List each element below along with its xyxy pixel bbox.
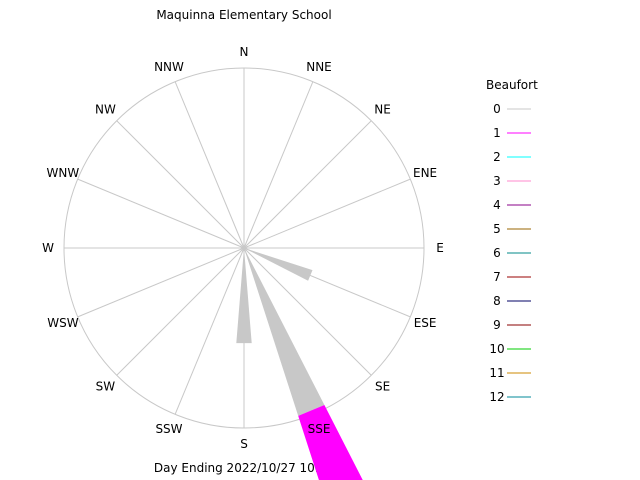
spoke-ssw [174,247,245,415]
legend-label-4: 4 [493,198,501,212]
polar-grid [63,67,425,429]
direction-labels: N NNE NE ENE E ESE SE SSE S SSW SW WSW W WNW NW NNW [42,45,444,451]
spoke-sw [116,247,245,376]
direction-label-se: SE [375,380,390,394]
direction-label-nnw: NNW [154,60,184,74]
direction-label-wsw: WSW [47,316,78,330]
legend-label-7: 7 [493,270,501,284]
petal-ese-beaufort-0 [244,248,313,281]
direction-label-ese: ESE [414,316,437,330]
chart-subtitle: Day Ending 2022/10/27 10:31 [154,461,334,475]
direction-label-n: N [240,45,249,59]
spoke-nnw [174,81,245,249]
legend-label-5: 5 [493,222,501,236]
legend-label-2: 2 [493,150,501,164]
direction-label-sw: SW [96,380,116,394]
direction-label-w: W [42,241,54,255]
legend-label-8: 8 [493,294,501,308]
legend-label-10: 10 [489,342,504,356]
direction-label-e: E [436,241,444,255]
spoke-nw [116,120,245,249]
direction-label-wnw: WNW [47,166,80,180]
wind-petals [236,248,363,480]
legend-label-6: 6 [493,246,501,260]
direction-label-sse: SSE [308,422,331,436]
legend-label-11: 11 [489,366,504,380]
spoke-nne [243,81,314,249]
legend-title: Beaufort [486,78,538,92]
legend-label-0: 0 [493,102,501,116]
legend-label-1: 1 [493,126,501,140]
chart-title: Maquinna Elementary School [156,8,331,22]
petal-sse-beaufort-1 [298,405,363,480]
spoke-wsw [77,247,245,318]
spoke-se [243,247,372,376]
legend-label-3: 3 [493,174,501,188]
petal-s-beaufort-0 [236,248,252,344]
direction-label-ne: NE [374,102,391,116]
direction-label-s: S [240,437,248,451]
spoke-ne [243,120,372,249]
petal-sse-beaufort-0 [244,248,325,416]
direction-label-ene: ENE [413,166,437,180]
spoke-ene [243,178,411,249]
spoke-wnw [77,178,245,249]
legend-label-9: 9 [493,318,501,332]
direction-label-nne: NNE [306,60,332,74]
legend-label-12: 12 [489,390,504,404]
direction-label-ssw: SSW [155,422,182,436]
direction-label-nw: NW [95,102,116,116]
